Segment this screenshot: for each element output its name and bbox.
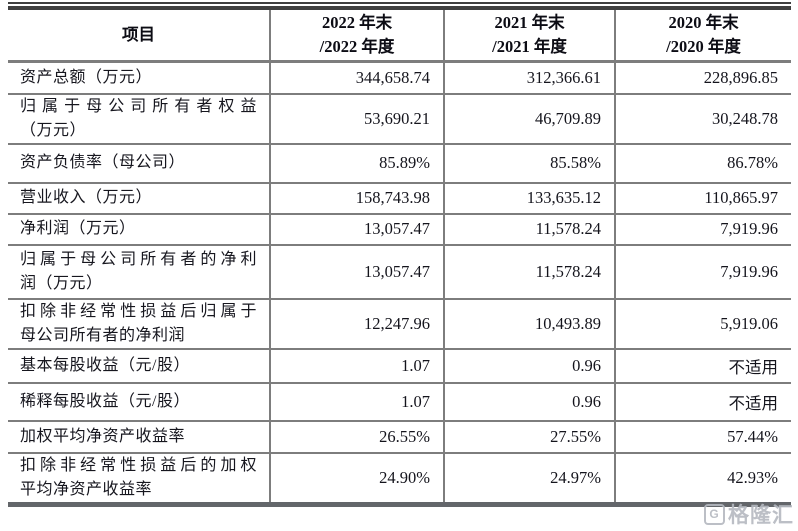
financial-summary-table: 项目 2022 年末 /2022 年度 2021 年末 /2021 年度 202… bbox=[8, 2, 791, 507]
table-row-net-profit: 净利润（万元） 13,057.47 11,578.24 7,919.96 bbox=[8, 212, 791, 245]
row-label-text: （万元） bbox=[20, 121, 87, 139]
table-row-revenue: 营业收入（万元） 158,743.98 133,635.12 110,865.9… bbox=[8, 181, 791, 214]
value-2022: 344,658.74 bbox=[269, 61, 444, 94]
value-2021: 24.97% bbox=[443, 451, 615, 504]
value-2022: 13,057.47 bbox=[269, 243, 444, 299]
row-label: 加权平均净资产收益率 bbox=[8, 419, 270, 453]
value-2022: 1.07 bbox=[269, 381, 444, 421]
table-row-parent-net-profit: 归属于母公司所有者的净利 润（万元） 13,057.47 11,578.24 7… bbox=[8, 243, 791, 299]
value-2022: 12,247.96 bbox=[269, 297, 444, 349]
col-header-2022: 2022 年末 /2022 年度 bbox=[269, 8, 444, 63]
table-row-debt-ratio: 资产负债率（母公司） 85.89% 85.58% 86.78% bbox=[8, 142, 791, 183]
value-2021: 46,709.89 bbox=[443, 92, 615, 144]
data-table: 项目 2022 年末 /2022 年度 2021 年末 /2021 年度 202… bbox=[8, 6, 791, 507]
row-label-text: 扣除非经常性损益后归属于 bbox=[20, 302, 257, 320]
row-label-text: 基本每股收益（元/股） bbox=[20, 356, 190, 374]
value-2020: 不适用 bbox=[614, 347, 791, 383]
col-header-2021: 2021 年末 /2021 年度 bbox=[443, 8, 615, 63]
value-2022: 53,690.21 bbox=[269, 92, 444, 144]
row-label: 扣除非经常性损益后归属于 母公司所有者的净利润 bbox=[8, 297, 270, 349]
row-label-text: 归属于母公司所有者权益 bbox=[20, 97, 257, 115]
row-label-text: 归属于母公司所有者的净利 bbox=[20, 250, 257, 268]
table-row-diluted-eps: 稀释每股收益（元/股） 1.07 0.96 不适用 bbox=[8, 381, 791, 421]
value-2022: 24.90% bbox=[269, 451, 444, 504]
value-2020: 7,919.96 bbox=[614, 212, 791, 245]
value-2022: 85.89% bbox=[269, 142, 444, 183]
table-row-parent-equity: 归属于母公司所有者权益 （万元） 53,690.21 46,709.89 30,… bbox=[8, 92, 791, 144]
value-2020: 7,919.96 bbox=[614, 243, 791, 299]
row-label-text: 稀释每股收益（元/股） bbox=[20, 392, 190, 410]
row-label: 资产负债率（母公司） bbox=[8, 142, 270, 183]
row-label: 扣除非经常性损益后的加权 平均净资产收益率 bbox=[8, 451, 270, 504]
value-2021: 133,635.12 bbox=[443, 181, 615, 214]
value-2021: 312,366.61 bbox=[443, 61, 615, 94]
row-label-text: 扣除非经常性损益后的加权 bbox=[20, 456, 257, 474]
value-2021: 0.96 bbox=[443, 347, 615, 383]
value-2022: 26.55% bbox=[269, 419, 444, 453]
row-label: 资产总额（万元） bbox=[8, 62, 270, 94]
row-label: 归属于母公司所有者的净利 润（万元） bbox=[8, 243, 270, 299]
row-label-text: 净利润（万元） bbox=[20, 220, 136, 237]
row-label: 净利润（万元） bbox=[8, 212, 270, 245]
value-2022: 1.07 bbox=[269, 347, 444, 383]
row-label: 基本每股收益（元/股） bbox=[8, 347, 270, 383]
row-label-text: 平均净资产收益率 bbox=[20, 480, 153, 498]
table-row-deducted-weighted-roe: 扣除非经常性损益后的加权 平均净资产收益率 24.90% 24.97% 42.9… bbox=[8, 451, 791, 504]
value-2022: 13,057.47 bbox=[269, 212, 444, 245]
row-label-text: 资产总额（万元） bbox=[20, 68, 153, 86]
col-header-item: 项目 bbox=[8, 8, 270, 63]
value-2021: 11,578.24 bbox=[443, 243, 615, 299]
value-2021: 27.55% bbox=[443, 419, 615, 453]
value-2020: 30,248.78 bbox=[614, 92, 791, 144]
value-2021: 10,493.89 bbox=[443, 297, 615, 349]
table-row-total-assets: 资产总额（万元） 344,658.74 312,366.61 228,896.8… bbox=[8, 61, 791, 94]
value-2020: 110,865.97 bbox=[614, 181, 791, 214]
table-top-rule bbox=[8, 2, 791, 4]
value-2020: 57.44% bbox=[614, 419, 791, 453]
value-2020: 5,919.06 bbox=[614, 297, 791, 349]
col-header-2020: 2020 年末 /2020 年度 bbox=[614, 8, 791, 63]
row-label-text: 母公司所有者的净利润 bbox=[20, 326, 186, 344]
row-label: 稀释每股收益（元/股） bbox=[8, 381, 270, 421]
value-2020: 不适用 bbox=[614, 381, 791, 421]
value-2021: 0.96 bbox=[443, 381, 615, 421]
row-label: 归属于母公司所有者权益 （万元） bbox=[8, 92, 270, 144]
value-2020: 228,896.85 bbox=[614, 61, 791, 94]
value-2021: 11,578.24 bbox=[443, 212, 615, 245]
table-row-weighted-roe: 加权平均净资产收益率 26.55% 27.55% 57.44% bbox=[8, 419, 791, 453]
row-label-text: 资产负债率（母公司） bbox=[20, 154, 186, 171]
row-label-text: 润（万元） bbox=[20, 274, 103, 292]
row-label: 营业收入（万元） bbox=[8, 181, 270, 214]
table-row-basic-eps: 基本每股收益（元/股） 1.07 0.96 不适用 bbox=[8, 347, 791, 383]
table-row-deducted-net-profit: 扣除非经常性损益后归属于 母公司所有者的净利润 12,247.96 10,493… bbox=[8, 297, 791, 349]
value-2020: 86.78% bbox=[614, 142, 791, 183]
gelonghui-logo-icon: G bbox=[704, 503, 725, 525]
value-2022: 158,743.98 bbox=[269, 181, 444, 214]
row-label-text: 营业收入（万元） bbox=[20, 189, 153, 206]
row-label-text: 加权平均净资产收益率 bbox=[20, 427, 186, 445]
value-2020: 42.93% bbox=[614, 451, 791, 504]
header-row: 项目 2022 年末 /2022 年度 2021 年末 /2021 年度 202… bbox=[8, 8, 791, 63]
value-2021: 85.58% bbox=[443, 142, 615, 183]
